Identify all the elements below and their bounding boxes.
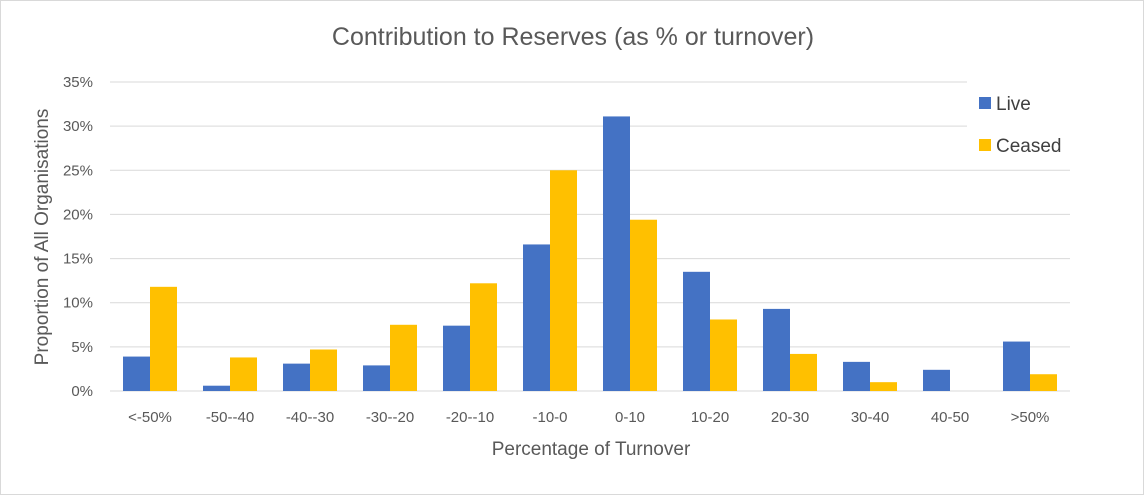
y-tick-label: 10%	[63, 295, 93, 312]
bar-ceased	[310, 349, 337, 391]
x-tick-label: 10-20	[691, 409, 729, 426]
y-axis-title: Proportion of All Organisations	[32, 109, 53, 366]
y-tick-label: 5%	[71, 339, 93, 356]
bar-live	[523, 244, 550, 391]
x-tick-label: <-50%	[128, 409, 172, 426]
x-tick-label: -20--10	[446, 409, 494, 426]
bar-live	[843, 361, 870, 391]
bar-live	[363, 365, 390, 391]
legend-swatch-live	[979, 97, 991, 109]
x-tick-label: >50%	[1011, 409, 1050, 426]
y-tick-label: 0%	[71, 383, 93, 400]
x-tick-label: 20-30	[771, 409, 809, 426]
bar-live	[603, 116, 630, 391]
legend: Live Ceased	[967, 81, 1077, 165]
bar-ceased	[470, 283, 497, 391]
bar-live	[283, 363, 310, 391]
bar-ceased	[1030, 374, 1057, 391]
y-tick-label: 25%	[63, 162, 93, 179]
bar-live	[1003, 341, 1030, 391]
bar-ceased	[550, 170, 577, 391]
bar-ceased	[150, 286, 177, 391]
legend-label-ceased: Ceased	[996, 136, 1062, 157]
y-tick-label: 30%	[63, 118, 93, 135]
x-axis-title: Percentage of Turnover	[492, 439, 691, 460]
y-axis-ticks: 0% 5% 10% 15% 20% 25% 30% 35%	[63, 74, 93, 400]
y-tick-label: 20%	[63, 206, 93, 223]
bar-live	[683, 271, 710, 391]
bar-live	[203, 385, 230, 391]
x-tick-label: 40-50	[931, 409, 969, 426]
bar-ceased	[790, 353, 817, 391]
gridlines	[110, 81, 1070, 392]
chart-title: Contribution to Reserves (as % or turnov…	[332, 23, 814, 51]
bar-ceased	[390, 324, 417, 391]
bar-live	[923, 369, 950, 391]
bar-live	[443, 325, 470, 391]
x-tick-label: -30--20	[366, 409, 414, 426]
bar-ceased	[230, 357, 257, 391]
bar-ceased	[630, 219, 657, 391]
x-axis-ticks: <-50% -50--40 -40--30 -30--20 -20--10 -10-0 0-…	[128, 409, 1049, 426]
legend-swatch-ceased	[979, 139, 991, 151]
x-tick-label: 30-40	[851, 409, 889, 426]
legend-label-live: Live	[996, 94, 1031, 115]
x-tick-label: 0-10	[615, 409, 645, 426]
bar-ceased	[710, 319, 737, 391]
x-tick-label: -50--40	[206, 409, 254, 426]
y-tick-label: 35%	[63, 74, 93, 91]
x-tick-label: -10-0	[532, 409, 567, 426]
bars	[123, 116, 1057, 391]
bar-live	[123, 356, 150, 391]
x-tick-label: -40--30	[286, 409, 334, 426]
y-tick-label: 15%	[63, 251, 93, 268]
bar-ceased	[870, 382, 897, 391]
bar-live	[763, 308, 790, 391]
